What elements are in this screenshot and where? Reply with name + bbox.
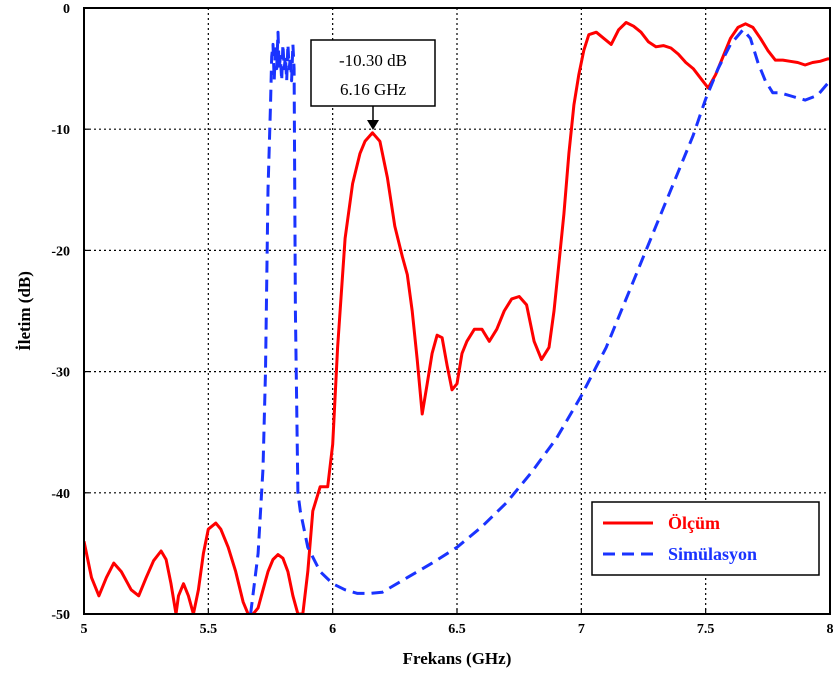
x-tick-label: 5 [81,622,88,637]
series-lines [84,21,830,614]
x-tick-label: 7.5 [697,622,715,637]
x-axis-ticks: 5 5.5 6 6.5 7 7.5 8 [81,609,834,637]
legend-box [591,501,820,576]
peak-annotation: -10.30 dB 6.16 GHz [310,39,436,130]
annotation-line-2: 6.16 GHz [340,80,407,99]
x-axis-title: Frekans (GHz) [403,649,512,668]
annotation-box [310,39,436,107]
y-axis-title: İletim (dB) [15,271,34,351]
y-tick-label: -50 [51,608,70,623]
x-tick-label: 5.5 [200,622,218,637]
legend-label-simulasyon: Simülasyon [668,544,757,564]
y-tick-label: -30 [51,366,70,381]
x-tick-label: 6.5 [448,622,466,637]
y-tick-label: 0 [63,2,70,17]
annotation-arrow-head [367,120,379,130]
series-line-olcum [84,21,830,614]
legend: Ölçüm Simülasyon [591,501,820,576]
y-tick-label: -40 [51,487,70,502]
legend-label-olcum: Ölçüm [668,513,720,533]
series-line-simulasyon [249,28,830,614]
x-tick-label: 6 [329,622,336,637]
y-tick-label: -10 [51,123,70,138]
y-axis-ticks: 0 -10 -20 -30 -40 -50 [51,2,89,623]
x-tick-label: 7 [578,622,585,637]
x-tick-label: 8 [827,622,834,637]
annotation-line-1: -10.30 dB [339,51,407,70]
y-tick-label: -20 [51,244,70,259]
